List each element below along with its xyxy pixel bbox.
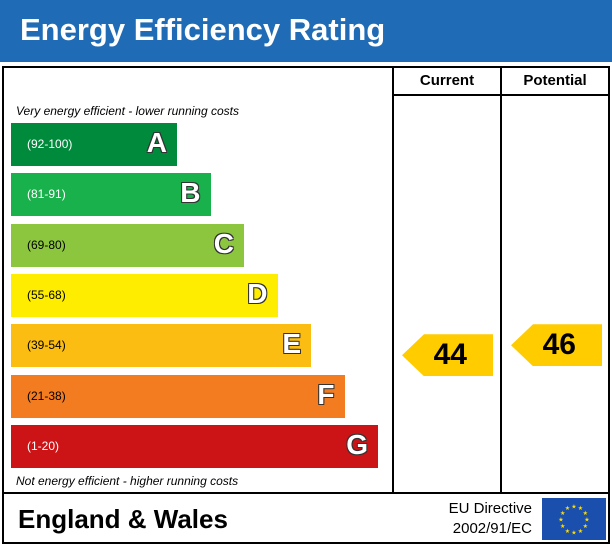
band-e: (39-54) E bbox=[11, 324, 311, 368]
band-letter: E bbox=[282, 328, 301, 360]
eu-flag-icon: ★ ★ ★ ★ ★ ★ ★ ★ ★ ★ ★ ★ bbox=[542, 498, 606, 540]
note-efficient: Very energy efficient - lower running co… bbox=[16, 104, 239, 118]
band-f: (21-38) F bbox=[11, 374, 345, 418]
eu-star-icon: ★ bbox=[560, 523, 565, 530]
band-letter: F bbox=[317, 378, 335, 410]
potential-rating-value: 46 bbox=[542, 328, 576, 362]
band-d: (55-68) D bbox=[11, 273, 278, 317]
current-rating-arrow: 44 bbox=[402, 334, 493, 377]
divider-current bbox=[392, 66, 394, 494]
eu-star-icon: ★ bbox=[565, 528, 570, 535]
current-rating-value: 44 bbox=[433, 338, 467, 372]
potential-rating-arrow: 46 bbox=[511, 324, 602, 367]
eu-star-icon: ★ bbox=[558, 517, 563, 524]
header-bar: Energy Efficiency Rating bbox=[0, 0, 612, 62]
band-g: (1-20) G bbox=[11, 424, 378, 468]
rating-frame bbox=[2, 66, 610, 544]
eu-star-icon: ★ bbox=[584, 517, 589, 524]
directive-line-2: 2002/91/EC bbox=[452, 520, 532, 537]
band-range-label: (21-38) bbox=[27, 388, 66, 403]
note-inefficient: Not energy efficient - higher running co… bbox=[16, 474, 239, 488]
eu-star-icon: ★ bbox=[578, 505, 583, 512]
eu-star-icon: ★ bbox=[565, 505, 570, 512]
band-letter: D bbox=[247, 277, 268, 309]
band-c: (69-80) C bbox=[11, 223, 244, 267]
column-header-current: Current bbox=[419, 72, 475, 89]
band-letter: A bbox=[146, 127, 167, 158]
band-b: (81-91) B bbox=[11, 173, 211, 217]
band-range-label: (39-54) bbox=[27, 338, 66, 353]
band-letter: G bbox=[346, 428, 368, 460]
region-label: England & Wales bbox=[18, 504, 228, 534]
band-range-label: (81-91) bbox=[27, 187, 66, 202]
header-row-divider bbox=[392, 94, 610, 96]
band-range-label: (92-100) bbox=[27, 137, 73, 151]
eu-star-icon: ★ bbox=[571, 530, 576, 537]
band-range-label: (55-68) bbox=[27, 287, 66, 302]
eu-star-icon: ★ bbox=[571, 504, 576, 511]
eu-star-icon: ★ bbox=[583, 510, 588, 517]
column-header-potential: Potential bbox=[523, 72, 587, 89]
eu-star-icon: ★ bbox=[583, 523, 588, 530]
page-title: Energy Efficiency Rating bbox=[20, 12, 386, 47]
eu-star-icon: ★ bbox=[560, 510, 565, 517]
band-range-label: (69-80) bbox=[27, 237, 66, 252]
eu-star-icon: ★ bbox=[578, 528, 583, 535]
band-letter: C bbox=[213, 227, 234, 259]
footer-divider bbox=[2, 492, 610, 494]
band-range-label: (1-20) bbox=[27, 438, 60, 453]
band-letter: B bbox=[180, 177, 201, 209]
divider-potential bbox=[500, 66, 502, 494]
directive-line-1: EU Directive bbox=[448, 500, 532, 517]
band-a: (92-100) A bbox=[11, 123, 177, 166]
